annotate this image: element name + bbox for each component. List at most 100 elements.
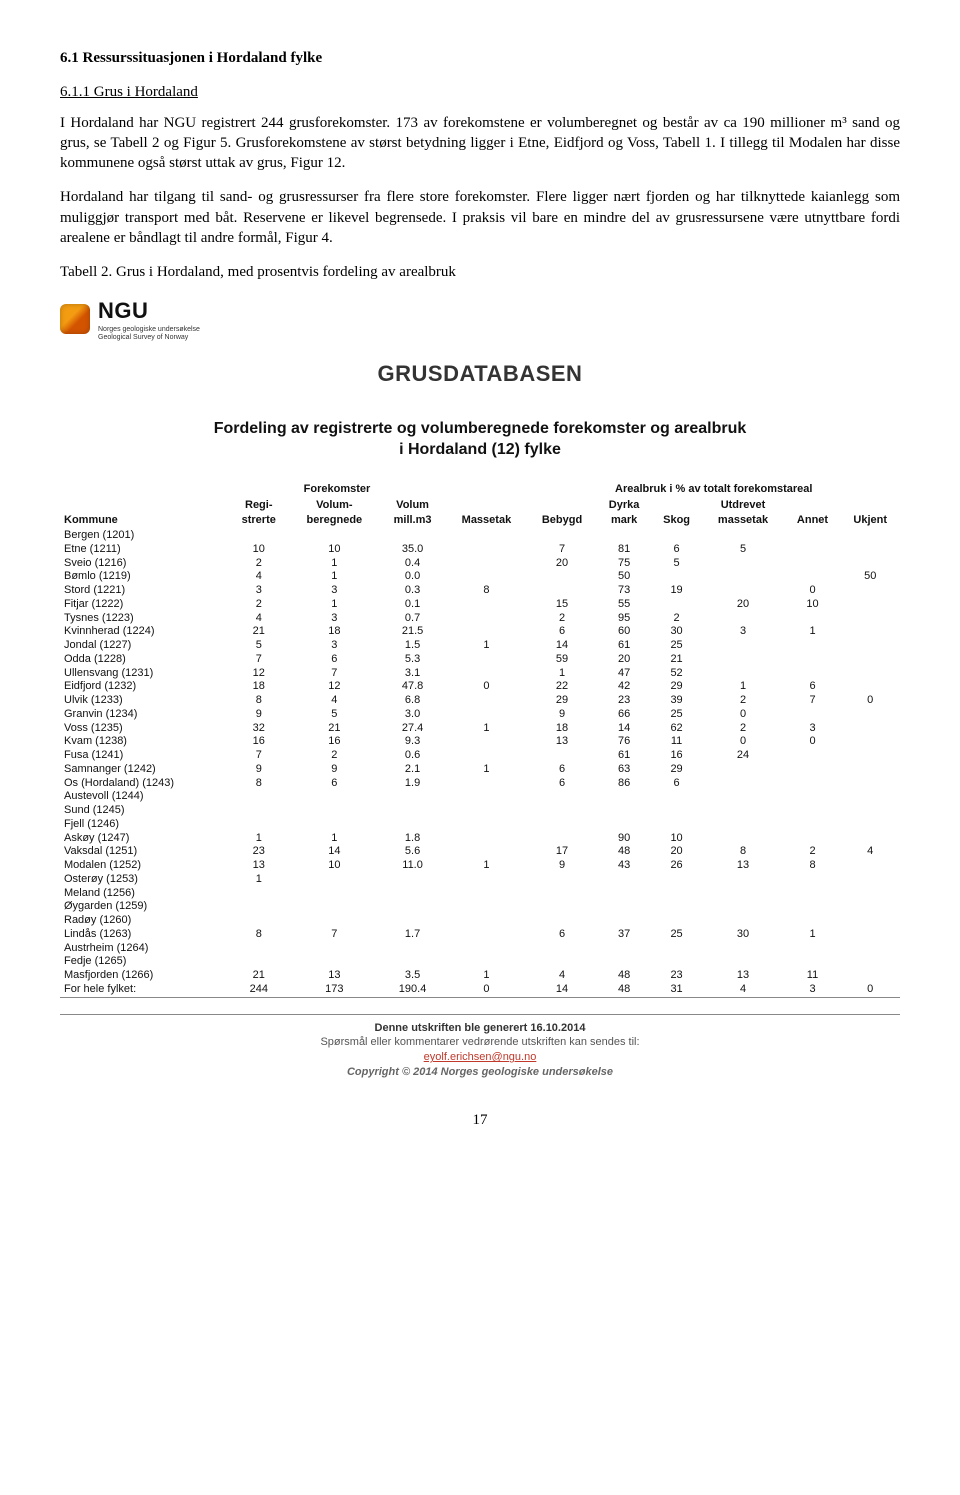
table-cell: 3	[289, 584, 380, 598]
table-cell	[380, 804, 446, 818]
ngu-logo-sub-1: Norges geologiske undersøkelse	[98, 326, 200, 334]
table-cell: 4	[840, 845, 900, 859]
table-cell: 6	[652, 777, 702, 791]
table-cell	[785, 763, 841, 777]
table-cell: 90	[597, 832, 652, 846]
table-cell: 23	[597, 694, 652, 708]
table-cell: 8	[229, 777, 289, 791]
ngu-logo-sub-2: Geological Survey of Norway	[98, 334, 200, 342]
table-cell	[528, 955, 597, 969]
table-cell	[701, 790, 784, 804]
table-cell	[289, 942, 380, 956]
table-cell: Ullensvang (1231)	[60, 667, 229, 681]
table-cell: 14	[289, 845, 380, 859]
table-cell	[701, 653, 784, 667]
table-cell: Granvin (1234)	[60, 708, 229, 722]
table-cell	[597, 818, 652, 832]
table-cell	[445, 625, 527, 639]
table-cell: 29	[652, 763, 702, 777]
table-cell: Bergen (1201)	[60, 529, 229, 543]
table-cell: 4	[229, 612, 289, 626]
table-cell	[701, 955, 784, 969]
table-cell	[229, 818, 289, 832]
table-cell: 2.1	[380, 763, 446, 777]
table-row: Lindås (1263)871.763725301	[60, 928, 900, 942]
table-cell: 6	[528, 763, 597, 777]
table-cell: 9	[289, 763, 380, 777]
table-cell	[701, 639, 784, 653]
table-cell: Austrheim (1264)	[60, 942, 229, 956]
table-cell: 43	[597, 859, 652, 873]
table-cell: 13	[289, 969, 380, 983]
table-cell: 0.4	[380, 557, 446, 571]
col-regi: Regi-strerte	[229, 497, 289, 529]
table-cell: 0	[445, 983, 527, 997]
col-utdrevet: Utdrevetmassetak	[701, 497, 784, 529]
table-cell: 7	[289, 667, 380, 681]
table-row: Tysnes (1223)430.72952	[60, 612, 900, 626]
table-cell	[445, 708, 527, 722]
table-cell	[528, 804, 597, 818]
table-row: Meland (1256)	[60, 887, 900, 901]
table-cell: 2	[229, 557, 289, 571]
col-annet: Annet	[785, 497, 841, 529]
table-cell	[445, 955, 527, 969]
table-cell	[597, 873, 652, 887]
table-cell	[840, 598, 900, 612]
table-cell	[229, 955, 289, 969]
table-cell	[785, 749, 841, 763]
table-row: Øygarden (1259)	[60, 900, 900, 914]
table-row: Odda (1228)765.3592021	[60, 653, 900, 667]
table-cell	[445, 598, 527, 612]
table-cell	[785, 777, 841, 791]
table-cell	[701, 570, 784, 584]
table-cell	[445, 832, 527, 846]
table-cell: 1	[785, 928, 841, 942]
table-cell: 21	[229, 969, 289, 983]
table-cell	[840, 887, 900, 901]
table-cell: 244	[229, 983, 289, 997]
table-cell	[445, 735, 527, 749]
table-cell: 3.5	[380, 969, 446, 983]
table-cell	[785, 914, 841, 928]
table-cell	[840, 653, 900, 667]
table-cell: 15	[528, 598, 597, 612]
table-cell	[701, 818, 784, 832]
table-cell: 8	[229, 694, 289, 708]
table-cell	[840, 557, 900, 571]
table-cell: 9	[229, 763, 289, 777]
col-dyrka: Dyrkamark	[597, 497, 652, 529]
table-cell: Kvam (1238)	[60, 735, 229, 749]
col-skog: Skog	[652, 497, 702, 529]
table-cell: 50	[597, 570, 652, 584]
table-cell: 10	[652, 832, 702, 846]
col-massetak: Massetak	[445, 497, 527, 529]
table-cell	[445, 914, 527, 928]
table-cell: 3.1	[380, 667, 446, 681]
table-cell	[652, 570, 702, 584]
table-row: Eidfjord (1232)181247.8022422916	[60, 680, 900, 694]
table-cell: 2	[652, 612, 702, 626]
table-cell	[652, 873, 702, 887]
table-cell: 10	[785, 598, 841, 612]
table-cell	[652, 914, 702, 928]
table-cell: Lindås (1263)	[60, 928, 229, 942]
footer-email-link[interactable]: eyolf.erichsen@ngu.no	[424, 1051, 537, 1063]
table-cell	[785, 529, 841, 543]
table-cell	[380, 873, 446, 887]
table-cell: Fitjar (1222)	[60, 598, 229, 612]
table-row: Samnanger (1242)992.1166329	[60, 763, 900, 777]
table-cell	[528, 584, 597, 598]
table-cell: 14	[528, 983, 597, 997]
table-cell	[840, 680, 900, 694]
table-row: Austrheim (1264)	[60, 942, 900, 956]
table-cell: 62	[652, 722, 702, 736]
table-cell: 37	[597, 928, 652, 942]
table-cell: Masfjorden (1266)	[60, 969, 229, 983]
table-cell: 16	[229, 735, 289, 749]
table-row: Ulvik (1233)846.8292339270	[60, 694, 900, 708]
table-cell	[840, 735, 900, 749]
table-cell	[289, 955, 380, 969]
table-cell	[785, 639, 841, 653]
table-cell: Ulvik (1233)	[60, 694, 229, 708]
